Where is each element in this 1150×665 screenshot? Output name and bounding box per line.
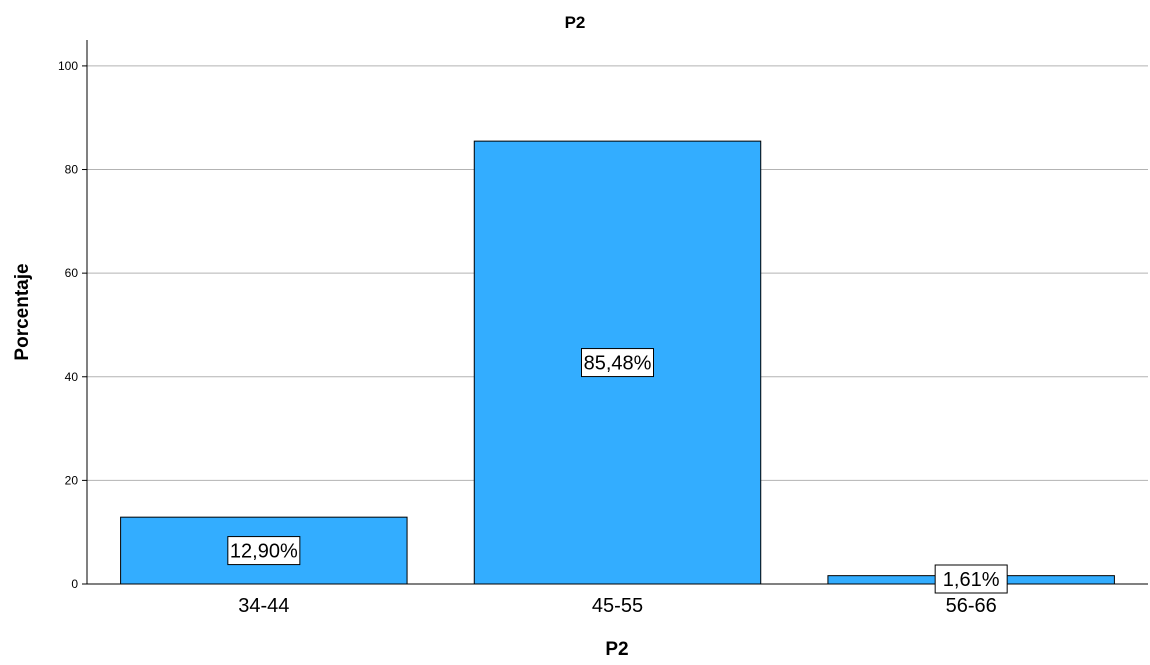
y-tick-label: 20 <box>65 473 79 487</box>
x-tick-label: 56-66 <box>946 595 997 617</box>
y-tick-label: 0 <box>71 577 78 591</box>
y-tick-label: 80 <box>65 163 79 177</box>
x-tick-label: 34-44 <box>238 595 289 617</box>
x-tick-label: 45-55 <box>592 595 643 617</box>
x-axis-title: P2 <box>605 639 628 660</box>
data-label: 1,61% <box>943 569 1000 591</box>
y-tick-labels: 0 20 40 60 80 100 <box>58 59 87 591</box>
y-tick-label: 40 <box>65 370 79 384</box>
y-tick-label: 100 <box>58 59 78 73</box>
data-label-box <box>227 536 301 566</box>
data-label: 12,90% <box>230 541 298 563</box>
data-label: 85,48% <box>584 353 652 375</box>
y-tick-label: 60 <box>65 266 79 280</box>
data-labels: 12,90% 85,48% 1,61% <box>227 348 1008 594</box>
data-label-box <box>581 348 654 378</box>
x-tick-labels: 34-44 45-55 56-66 <box>238 595 996 617</box>
chart-title: P2 <box>565 13 586 32</box>
y-axis-title: Porcentaje <box>12 263 33 360</box>
data-label-box <box>934 564 1008 594</box>
